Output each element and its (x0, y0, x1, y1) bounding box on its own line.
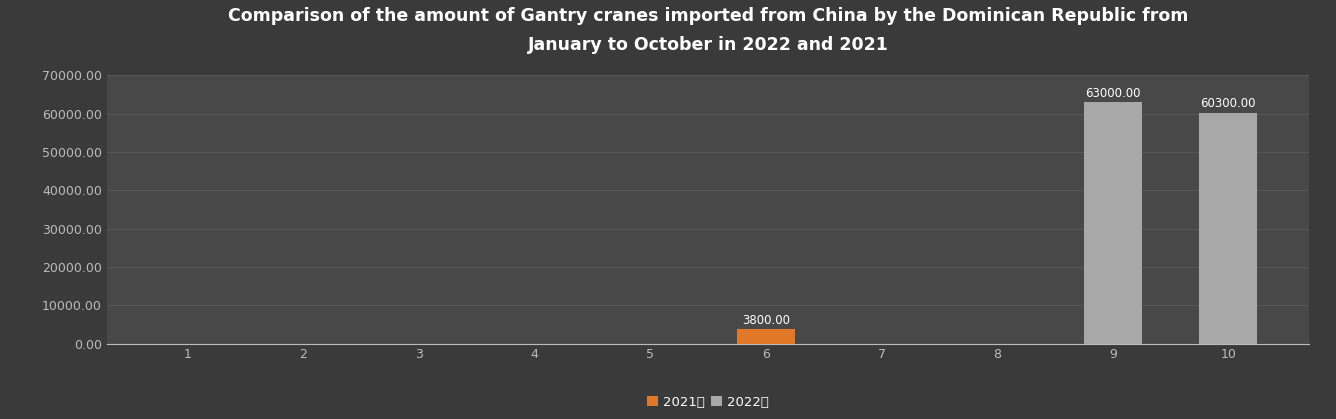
Legend: 2021年, 2022年: 2021年, 2022年 (641, 391, 775, 414)
Bar (1200, 113, 1257, 344)
Text: 60300.00: 60300.00 (1201, 97, 1256, 110)
Title: Comparison of the amount of Gantry cranes imported from China by the Dominican R: Comparison of the amount of Gantry crane… (228, 7, 1188, 54)
Bar (1083, 102, 1142, 344)
Bar (737, 329, 795, 344)
Text: 3800.00: 3800.00 (741, 314, 790, 327)
Text: 63000.00: 63000.00 (1085, 87, 1141, 100)
